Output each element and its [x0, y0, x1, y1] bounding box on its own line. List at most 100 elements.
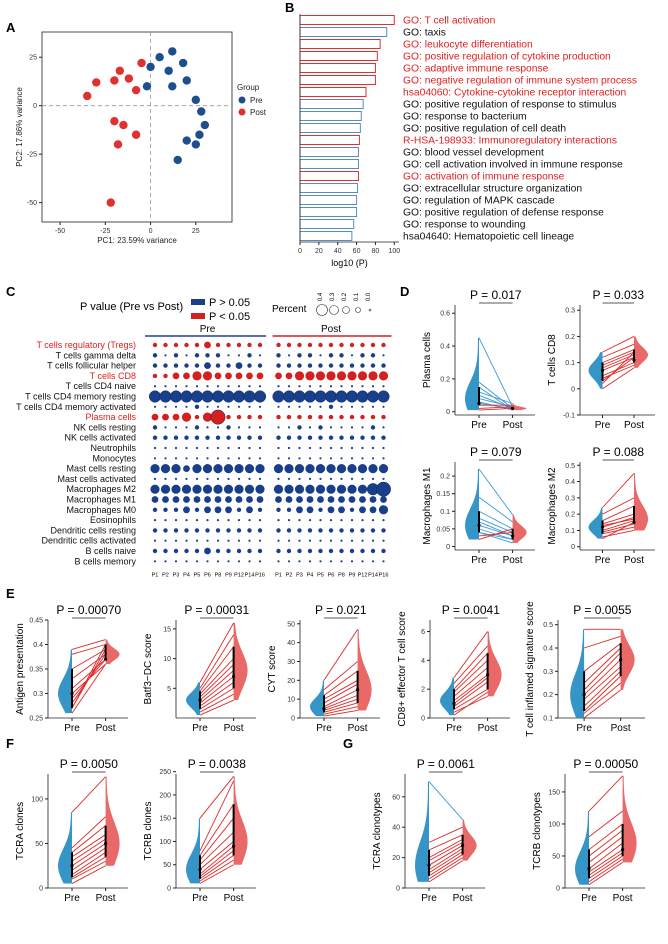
x-tick-label: Post — [624, 420, 644, 431]
y-tick-label: 0.3 — [33, 691, 43, 698]
dot-pre — [205, 435, 210, 440]
dot-pre — [184, 548, 189, 554]
point-post — [115, 66, 125, 75]
bar — [299, 159, 359, 169]
dot-pre — [248, 457, 251, 460]
dot-post — [329, 519, 333, 522]
dot-post — [382, 426, 385, 429]
y-tick-label: 0.4 — [440, 344, 450, 351]
dot-post — [371, 457, 375, 460]
sample-label-post: P1 — [275, 573, 282, 579]
x-tick-label: Pre — [64, 723, 80, 734]
p-value: P = 0.0038 — [188, 757, 246, 771]
y-tick-label: 0.1 — [543, 716, 553, 723]
panel-letter: A — [6, 20, 16, 35]
dot-post — [277, 519, 280, 522]
y-tick-label: 0.5 — [543, 622, 553, 629]
dot-pre — [172, 496, 180, 503]
x-tick-label: Post — [611, 723, 631, 734]
y-axis-label: Plasma cells — [422, 332, 433, 388]
y-tick-label: 40 — [392, 825, 400, 832]
dot-pre — [172, 413, 180, 421]
dot-post — [287, 539, 291, 542]
x-axis-label: PC1: 23.59% variance — [97, 236, 177, 245]
paired-line — [453, 631, 488, 678]
point-pre — [155, 53, 164, 62]
dot-pre — [174, 446, 178, 450]
dot-post — [339, 548, 344, 554]
dot-pre — [195, 385, 199, 388]
y-tick-label: 100 — [31, 796, 43, 803]
dot-pre — [152, 528, 158, 533]
dot-post — [340, 539, 343, 542]
dot-pre — [248, 519, 251, 522]
point-pre — [146, 62, 155, 72]
paired-line — [453, 660, 488, 693]
paired-line — [583, 666, 621, 700]
paired-line — [199, 622, 234, 683]
term-label: GO: blood vessel development — [403, 148, 544, 159]
paired-line — [428, 845, 463, 866]
dot-pre — [257, 528, 263, 533]
dot-pre — [236, 414, 242, 420]
legend-percent-label: 0.0 — [366, 292, 372, 301]
paired-line — [588, 855, 623, 879]
term-label: GO: regulation of MAPK cascade — [403, 196, 555, 207]
paired-line — [428, 838, 463, 858]
dot-post — [307, 353, 313, 358]
dot-post — [350, 539, 354, 542]
paired-line — [199, 803, 234, 856]
dot-pre — [237, 426, 241, 429]
dot-pre — [173, 435, 179, 440]
y-tick-label: 0.2 — [565, 512, 575, 519]
dot-pre — [164, 426, 167, 429]
x-tick-label: 0 — [298, 248, 302, 255]
y-tick-label: -0.1 — [563, 413, 575, 420]
paired-line — [428, 781, 463, 820]
dot-pre — [237, 519, 241, 522]
dot-post — [285, 372, 293, 380]
point-pre — [200, 120, 210, 130]
dot-post — [329, 477, 333, 480]
paired-line — [453, 645, 488, 684]
dot-pre — [195, 457, 199, 460]
dot-pre — [258, 426, 262, 429]
median-post — [104, 657, 108, 661]
p-value: P = 0.00031 — [184, 603, 249, 617]
x-tick-label: Post — [348, 723, 368, 734]
paired-line — [71, 834, 106, 858]
paired-line — [602, 351, 635, 366]
dot-post — [378, 505, 389, 515]
dot-pre — [248, 560, 251, 563]
violin-pre — [588, 507, 603, 539]
point-pre — [173, 155, 182, 165]
y-tick-label: 5 — [167, 686, 171, 693]
term-label: hsa04060: Cytokine-cytokine receptor int… — [403, 88, 626, 99]
median-post — [621, 847, 625, 852]
dot-post — [340, 405, 343, 408]
row-label: T cells CD4 memory activated — [16, 402, 136, 412]
dot-pre — [164, 539, 167, 542]
dot-pre — [215, 548, 221, 554]
median-pre — [427, 863, 431, 867]
dot-post — [360, 548, 365, 554]
paired-line — [602, 349, 635, 364]
legend-dot-pre — [238, 96, 246, 104]
dot-pre — [257, 548, 263, 554]
dot-pre — [213, 464, 223, 474]
dot-pre — [181, 484, 192, 494]
paired-line — [428, 860, 463, 883]
dot-post — [340, 426, 343, 429]
plot-frame — [41, 31, 233, 223]
row-label: T cells follicular helper — [47, 361, 136, 371]
paired-line — [602, 520, 635, 531]
dot-post — [297, 548, 302, 554]
sample-label-post: P8 — [338, 573, 345, 579]
x-tick-label: Post — [503, 555, 523, 566]
dot-pre — [162, 413, 169, 421]
sample-label-post: P9 — [349, 573, 356, 579]
dot-post — [307, 414, 313, 420]
row-label: T cells gamma delta — [56, 350, 136, 360]
dot-post — [371, 446, 375, 450]
